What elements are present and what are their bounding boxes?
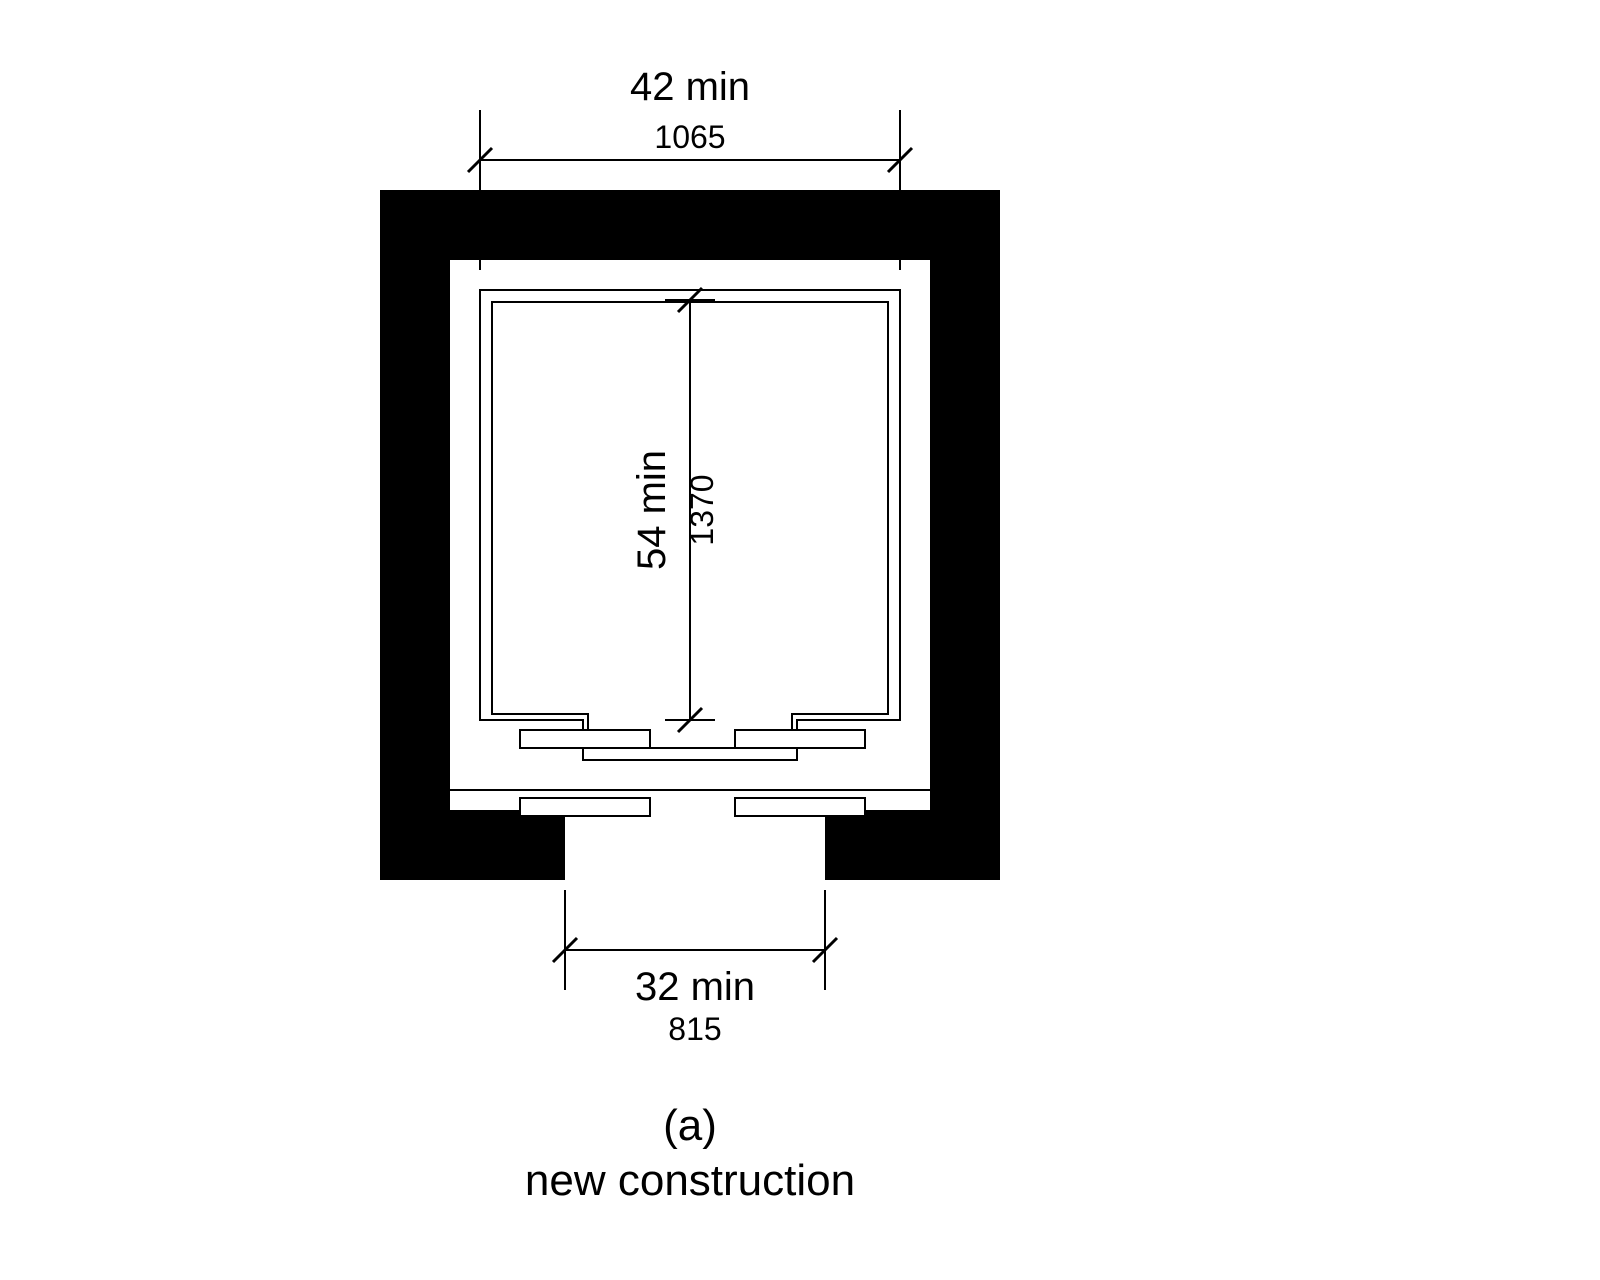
dimension-depth-metric: 1370 — [684, 474, 720, 545]
dimension-width-imperial: 42 min — [630, 65, 750, 109]
dimension-door-metric: 815 — [668, 1011, 721, 1047]
dimension-depth-imperial: 54 min — [630, 450, 674, 570]
dimension-door-imperial: 32 min — [635, 965, 755, 1009]
dimension-width-metric: 1065 — [654, 119, 725, 155]
door-leaves — [520, 730, 865, 816]
elevator-plan-diagram: 42 min 1065 54 min 1370 32 min 815 (a) n… — [0, 0, 1600, 1280]
caption-letter: (a) — [663, 1101, 717, 1150]
caption-text: new construction — [525, 1156, 855, 1205]
